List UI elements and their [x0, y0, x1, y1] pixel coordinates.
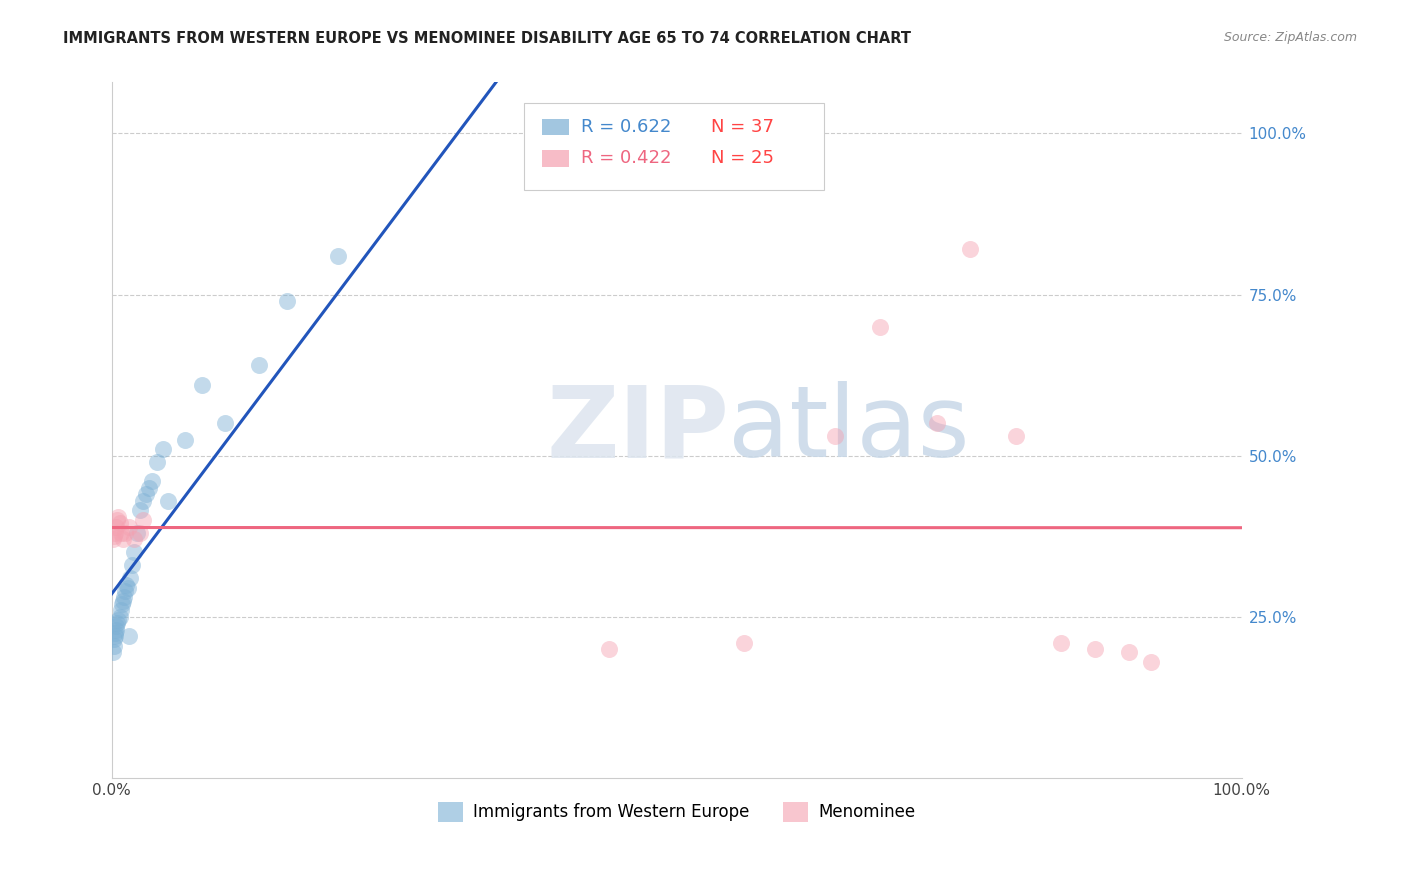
Point	[105, 513, 128, 527]
Point	[117, 581, 139, 595]
Point	[121, 558, 143, 573]
Point	[129, 503, 152, 517]
Point	[105, 519, 128, 533]
Point	[869, 319, 891, 334]
FancyBboxPatch shape	[524, 103, 824, 190]
Point	[111, 593, 134, 607]
Point	[124, 533, 146, 547]
Text: Source: ZipAtlas.com: Source: ZipAtlas.com	[1223, 31, 1357, 45]
Point	[104, 526, 127, 541]
Point	[132, 493, 155, 508]
Point	[118, 629, 141, 643]
Point	[108, 516, 131, 531]
Point	[191, 377, 214, 392]
Point	[214, 417, 236, 431]
Text: N = 37: N = 37	[710, 118, 773, 136]
Point	[135, 487, 157, 501]
Text: IMMIGRANTS FROM WESTERN EUROPE VS MENOMINEE DISABILITY AGE 65 TO 74 CORRELATION : IMMIGRANTS FROM WESTERN EUROPE VS MENOMI…	[63, 31, 911, 46]
Point	[132, 513, 155, 527]
Point	[138, 481, 160, 495]
Point	[114, 584, 136, 599]
Point	[118, 571, 141, 585]
Text: N = 25: N = 25	[710, 150, 773, 168]
Point	[105, 619, 128, 633]
Point	[959, 243, 981, 257]
Point	[105, 616, 128, 631]
Point	[247, 359, 270, 373]
Point	[1004, 429, 1026, 443]
Legend: Immigrants from Western Europe, Menominee: Immigrants from Western Europe, Menomine…	[432, 795, 922, 829]
Text: R = 0.422: R = 0.422	[581, 150, 671, 168]
Point	[103, 632, 125, 647]
Point	[112, 591, 135, 605]
Point	[114, 526, 136, 541]
Point	[105, 623, 128, 637]
Point	[125, 526, 148, 541]
Point	[925, 417, 948, 431]
Point	[104, 626, 127, 640]
Point	[326, 249, 349, 263]
Point	[824, 429, 846, 443]
Point	[152, 442, 174, 457]
Point	[118, 519, 141, 533]
FancyBboxPatch shape	[543, 150, 569, 167]
Text: R = 0.622: R = 0.622	[581, 118, 671, 136]
Point	[174, 433, 197, 447]
Point	[111, 597, 134, 611]
Point	[1084, 642, 1107, 657]
Point	[101, 533, 124, 547]
Point	[111, 533, 134, 547]
Point	[110, 603, 132, 617]
FancyBboxPatch shape	[543, 119, 569, 136]
Point	[1050, 635, 1073, 649]
Point	[104, 629, 127, 643]
Point	[141, 475, 163, 489]
Point	[115, 577, 138, 591]
Point	[1140, 655, 1163, 669]
Point	[157, 493, 180, 508]
Point	[107, 613, 129, 627]
Text: atlas: atlas	[727, 382, 969, 478]
Point	[103, 639, 125, 653]
Point	[146, 455, 169, 469]
Text: ZIP: ZIP	[547, 382, 730, 478]
Point	[107, 509, 129, 524]
Point	[530, 136, 553, 150]
Point	[1118, 645, 1140, 659]
Point	[110, 526, 132, 541]
Point	[124, 545, 146, 559]
Point	[103, 529, 125, 543]
Point	[598, 642, 620, 657]
Point	[108, 609, 131, 624]
Point	[101, 645, 124, 659]
Point	[734, 635, 756, 649]
Point	[129, 526, 152, 541]
Point	[276, 293, 298, 308]
